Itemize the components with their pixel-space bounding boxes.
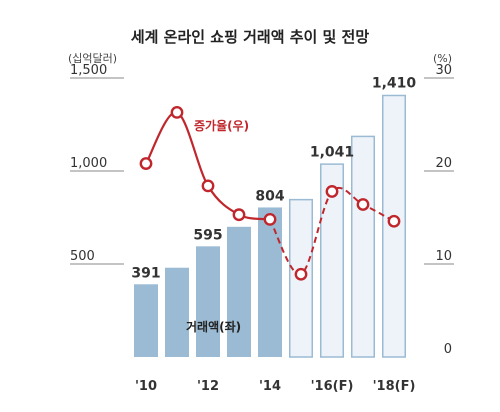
bar-value-label: 804	[255, 188, 284, 204]
bar-value-label: 595	[193, 227, 222, 243]
left-axis-tick-label: 1,500	[70, 63, 107, 78]
right-axis-unit: (%)	[433, 52, 452, 65]
left-axis-tick-label: 500	[70, 249, 95, 264]
line-point	[170, 106, 184, 119]
x-axis-tick-label: '18(F)	[373, 379, 416, 394]
bar-forecast	[351, 135, 375, 358]
bar	[196, 246, 220, 357]
right-axis-tick-label: 10	[435, 249, 452, 264]
right-axis-tick-label: 30	[435, 63, 452, 78]
line-point	[294, 267, 308, 281]
x-axis-tick-label: '10	[135, 379, 157, 394]
x-axis-tick-label: '14	[259, 379, 281, 394]
line-point	[356, 198, 370, 211]
bar-series-label: 거래액(좌)	[186, 319, 241, 334]
bar-forecast	[320, 163, 344, 358]
chart-title: 세계 온라인 쇼핑 거래액 추이 및 전망	[131, 28, 370, 46]
right-axis-tick-label: 20	[435, 156, 452, 171]
line-series-label: 증가율(우)	[194, 118, 249, 133]
line-point	[232, 208, 246, 222]
line-point	[201, 179, 215, 193]
left-axis-unit: (십억달러)	[68, 52, 117, 65]
data-labels: 391 595 804 1,041 1,410	[131, 76, 416, 282]
line-point	[325, 185, 339, 198]
bar-series	[134, 94, 406, 358]
x-axis-tick-label: '12	[197, 379, 219, 394]
bar	[134, 284, 158, 357]
line-point	[263, 212, 277, 226]
bar	[165, 267, 189, 357]
bar-value-label: 1,041	[310, 144, 354, 160]
right-axis-tick-label: 0	[444, 342, 452, 357]
bar-value-label: 391	[131, 265, 160, 281]
line-point	[387, 214, 401, 228]
bar	[227, 226, 251, 357]
bar-value-label: 1,410	[372, 76, 417, 92]
bar	[258, 207, 282, 357]
x-axis-tick-label: '16(F)	[311, 379, 354, 394]
axis-ticks: 500 1,000 1,500 0 10 20 30 '10 '12 '14 '16(F) '18(F…	[70, 63, 454, 394]
line-series	[139, 106, 401, 281]
line-point	[139, 157, 153, 170]
left-axis-tick-label: 1,000	[70, 156, 107, 171]
